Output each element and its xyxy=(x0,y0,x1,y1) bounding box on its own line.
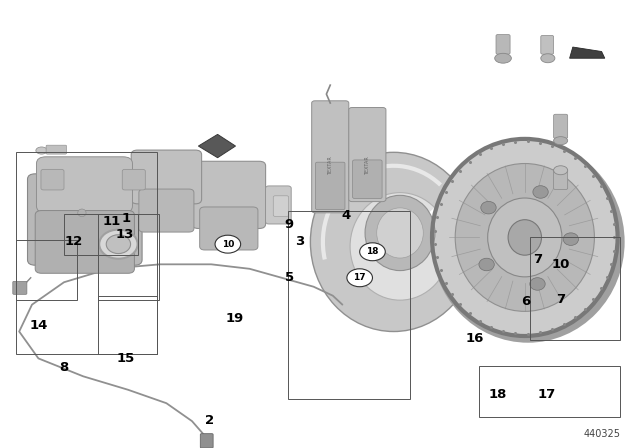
FancyBboxPatch shape xyxy=(28,174,142,265)
Bar xyxy=(16,152,157,354)
FancyBboxPatch shape xyxy=(131,150,202,204)
Text: 11: 11 xyxy=(103,215,121,228)
Ellipse shape xyxy=(530,278,545,290)
Circle shape xyxy=(215,235,241,253)
FancyBboxPatch shape xyxy=(139,189,194,232)
Text: TEXTAR: TEXTAR xyxy=(328,156,333,175)
Ellipse shape xyxy=(365,195,435,271)
Text: 440325: 440325 xyxy=(584,429,621,439)
Ellipse shape xyxy=(554,137,568,145)
FancyBboxPatch shape xyxy=(266,186,291,224)
FancyBboxPatch shape xyxy=(35,211,134,273)
Text: 18: 18 xyxy=(489,388,507,401)
Ellipse shape xyxy=(78,209,86,216)
Text: 15: 15 xyxy=(117,352,135,365)
Text: 10: 10 xyxy=(221,240,234,249)
Ellipse shape xyxy=(563,233,579,246)
Polygon shape xyxy=(198,134,236,158)
FancyBboxPatch shape xyxy=(541,35,554,54)
Ellipse shape xyxy=(432,139,618,336)
FancyBboxPatch shape xyxy=(41,169,64,190)
Bar xyxy=(98,214,159,300)
Ellipse shape xyxy=(495,53,511,63)
FancyBboxPatch shape xyxy=(36,157,132,213)
FancyBboxPatch shape xyxy=(13,281,27,294)
Ellipse shape xyxy=(36,147,47,154)
Ellipse shape xyxy=(508,220,541,255)
Ellipse shape xyxy=(99,229,138,259)
Bar xyxy=(530,237,620,340)
Text: 10: 10 xyxy=(552,258,570,271)
Ellipse shape xyxy=(479,258,494,271)
FancyBboxPatch shape xyxy=(316,162,345,210)
FancyBboxPatch shape xyxy=(349,108,386,202)
FancyBboxPatch shape xyxy=(192,161,266,228)
Ellipse shape xyxy=(106,235,131,254)
FancyBboxPatch shape xyxy=(200,207,258,250)
Text: 8: 8 xyxy=(60,361,68,374)
Text: 7: 7 xyxy=(533,253,542,267)
Polygon shape xyxy=(570,47,605,58)
Ellipse shape xyxy=(75,207,89,219)
Text: 9: 9 xyxy=(285,217,294,231)
Text: 7: 7 xyxy=(556,293,565,306)
Ellipse shape xyxy=(431,141,625,343)
Text: 2: 2 xyxy=(205,414,214,427)
Text: 12: 12 xyxy=(65,234,83,248)
Bar xyxy=(479,366,620,417)
FancyBboxPatch shape xyxy=(273,196,289,216)
Ellipse shape xyxy=(533,186,548,198)
FancyBboxPatch shape xyxy=(200,434,213,448)
FancyBboxPatch shape xyxy=(554,169,568,190)
Text: 3: 3 xyxy=(295,235,304,249)
Text: 14: 14 xyxy=(29,319,47,332)
FancyBboxPatch shape xyxy=(122,169,145,190)
Text: 19: 19 xyxy=(225,312,243,326)
Text: 17: 17 xyxy=(538,388,556,401)
FancyBboxPatch shape xyxy=(312,101,349,213)
Text: 1: 1 xyxy=(122,212,131,225)
FancyBboxPatch shape xyxy=(46,145,67,154)
Ellipse shape xyxy=(554,166,568,175)
Text: 16: 16 xyxy=(466,332,484,345)
Text: TEXTAR: TEXTAR xyxy=(365,156,370,175)
Text: 4: 4 xyxy=(341,209,350,223)
Ellipse shape xyxy=(488,198,562,277)
FancyBboxPatch shape xyxy=(353,160,382,198)
Text: 13: 13 xyxy=(116,228,134,241)
FancyBboxPatch shape xyxy=(496,34,510,54)
Text: 5: 5 xyxy=(285,271,294,284)
Ellipse shape xyxy=(310,152,477,332)
Circle shape xyxy=(360,243,385,261)
Ellipse shape xyxy=(350,193,450,300)
Ellipse shape xyxy=(541,54,555,63)
Text: 18: 18 xyxy=(366,247,379,256)
Bar xyxy=(16,240,77,300)
Bar xyxy=(288,211,410,399)
Ellipse shape xyxy=(377,208,423,258)
Wedge shape xyxy=(397,170,528,274)
FancyBboxPatch shape xyxy=(90,208,126,221)
Bar xyxy=(98,296,157,354)
FancyBboxPatch shape xyxy=(554,114,568,138)
Ellipse shape xyxy=(455,164,595,311)
Circle shape xyxy=(347,269,372,287)
Bar xyxy=(64,214,138,255)
Text: 6: 6 xyxy=(522,294,531,308)
Ellipse shape xyxy=(481,202,496,214)
Text: 17: 17 xyxy=(353,273,366,282)
